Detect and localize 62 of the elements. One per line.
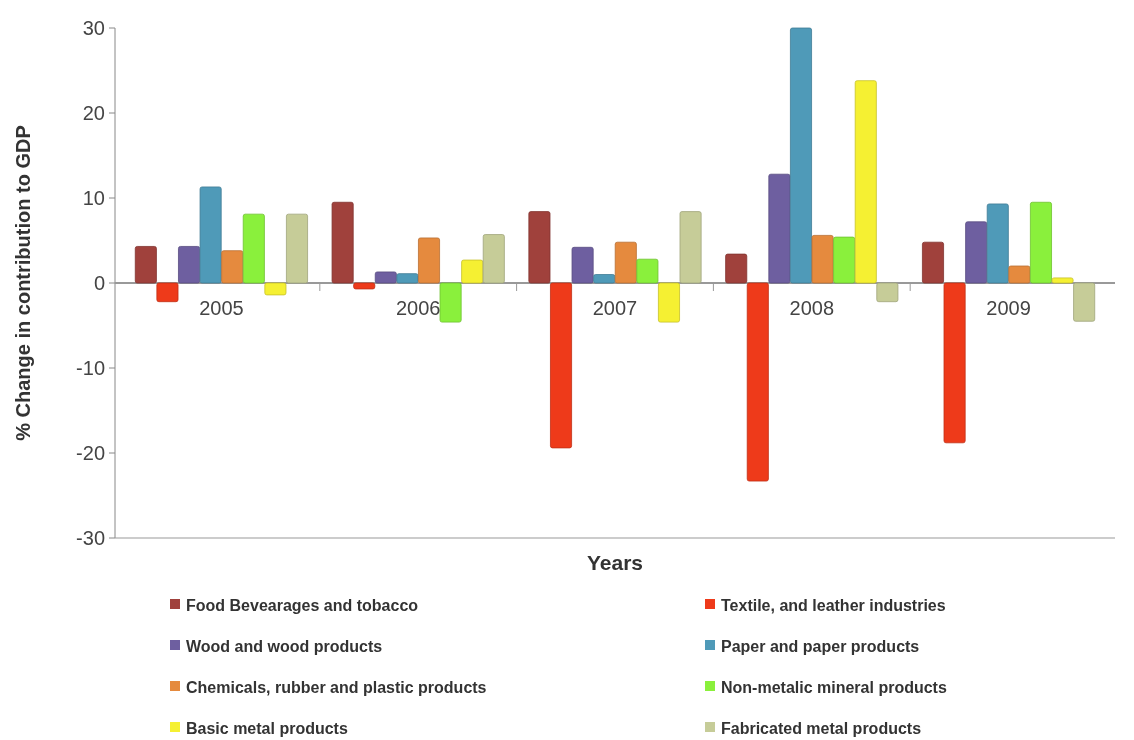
bar: [331, 201, 354, 284]
bar: [134, 246, 157, 284]
y-tick-label: 10: [82, 187, 105, 209]
bar: [679, 211, 702, 284]
bar: [1029, 201, 1052, 284]
bar: [461, 259, 484, 284]
bar: [156, 282, 179, 303]
bar: [768, 173, 791, 284]
legend-label: Wood and wood products: [186, 637, 383, 655]
bar: [286, 213, 308, 284]
bar: [1073, 282, 1096, 322]
bar: [528, 211, 551, 284]
bar: [614, 241, 637, 284]
x-tick-label: 2009: [986, 297, 1031, 319]
bar: [353, 282, 376, 290]
bar: [854, 80, 877, 284]
legend-label: Fabricated metal products: [721, 719, 922, 737]
bar: [876, 282, 899, 303]
y-tick-label: -20: [76, 442, 105, 464]
bar: [922, 241, 944, 284]
bar: [833, 236, 856, 284]
bar: [199, 186, 222, 284]
legend-label: Non-metalic mineral products: [721, 678, 947, 696]
legend-label: Basic metal products: [186, 719, 348, 737]
y-tick-label: 20: [82, 102, 105, 124]
bar: [986, 203, 1009, 284]
x-tick-label: 2006: [395, 297, 441, 319]
bar: [482, 234, 505, 284]
bar: [1008, 265, 1031, 284]
y-tick-label: 0: [93, 272, 105, 294]
bar: [396, 273, 419, 284]
y-tick-label: -10: [76, 357, 105, 379]
bar: [658, 282, 680, 323]
bar: [811, 235, 834, 284]
bar: [418, 237, 440, 284]
legend-label: Paper and paper products: [721, 637, 920, 655]
bar: [178, 246, 201, 284]
bar: [593, 274, 616, 284]
bar: [221, 250, 244, 284]
bar: [725, 253, 748, 284]
bar: [943, 282, 966, 444]
bar: [746, 282, 769, 482]
x-axis-title: Years: [586, 551, 644, 574]
legend-label: Food Bevearages and tobacco: [186, 596, 419, 614]
bar: [439, 282, 462, 323]
bar: [790, 27, 812, 284]
x-tick-label: 2008: [789, 297, 835, 319]
bar: [550, 282, 572, 449]
bar: [242, 213, 265, 284]
legend-label: Chemicals, rubber and plastic products: [186, 678, 487, 696]
y-axis-title: % Change in contribution to GDP: [12, 125, 34, 441]
bar: [264, 282, 287, 296]
legend-label: Textile, and leather industries: [721, 596, 946, 614]
bar: [1051, 277, 1074, 284]
y-tick-label: 30: [82, 17, 105, 39]
y-tick-label: -30: [76, 527, 105, 549]
x-tick-label: 2007: [592, 297, 638, 319]
bar: [965, 221, 988, 284]
x-tick-label: 2005: [199, 297, 244, 319]
bar: [571, 246, 594, 284]
bar: [636, 258, 659, 284]
bar: [374, 271, 397, 284]
